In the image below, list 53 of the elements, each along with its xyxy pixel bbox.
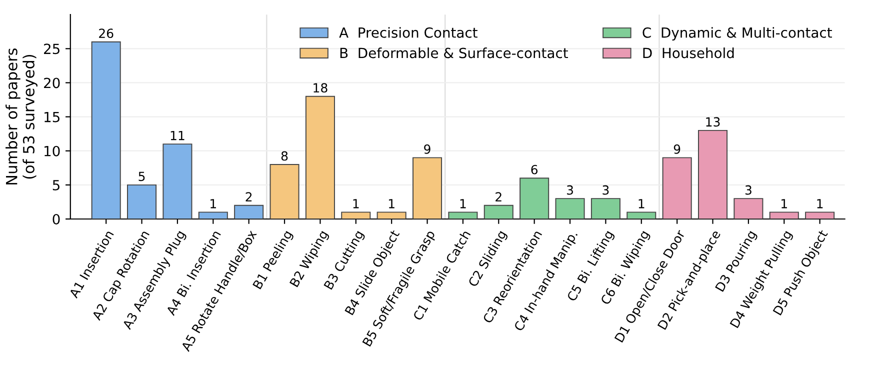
data-label: 5 <box>138 172 145 182</box>
bar <box>734 198 764 219</box>
bar <box>662 157 692 219</box>
bar <box>198 212 228 219</box>
data-label: 1 <box>817 199 823 208</box>
bar <box>520 178 550 219</box>
data-label: 3 <box>745 185 752 195</box>
bar <box>341 212 371 219</box>
y-tick-label: 5 <box>52 180 60 190</box>
data-label: 11 <box>170 130 184 140</box>
bar <box>127 184 157 219</box>
bar <box>412 157 442 219</box>
bar <box>590 198 620 219</box>
legend-label: B Deformable & Surface-contact <box>340 47 568 58</box>
data-label: 9 <box>424 144 430 154</box>
bar <box>698 130 728 219</box>
data-label: 1 <box>782 199 787 208</box>
bar <box>448 212 478 219</box>
y-tick-label: 0 <box>52 214 60 224</box>
data-label: 1 <box>210 199 216 208</box>
data-label: 1 <box>638 199 644 208</box>
bar <box>805 212 835 219</box>
bar <box>555 198 585 219</box>
data-label: 18 <box>314 83 328 93</box>
data-label: 8 <box>281 151 288 161</box>
bar <box>162 144 192 219</box>
data-label: 1 <box>460 199 466 208</box>
data-label: 6 <box>531 164 538 174</box>
bar <box>769 212 799 219</box>
bar <box>234 204 264 219</box>
y-tick-label: 15 <box>44 112 60 122</box>
data-label: 26 <box>99 28 114 38</box>
legend-label: A Precision Contact <box>339 27 478 38</box>
data-label: 9 <box>674 144 680 154</box>
data-label: 3 <box>566 185 573 195</box>
data-label: 1 <box>388 199 394 208</box>
y-tick-label: 20 <box>44 78 60 88</box>
data-label: 3 <box>602 185 609 195</box>
data-label: 2 <box>246 192 252 202</box>
y-axis-title: Number of papers (of 53 surveyed) <box>6 48 38 184</box>
bar <box>484 204 514 219</box>
y-tick-label: 25 <box>44 44 60 54</box>
y-tick-label: 10 <box>44 146 60 156</box>
bar <box>305 96 335 219</box>
bar <box>626 212 656 219</box>
bar <box>91 41 121 219</box>
data-label: 1 <box>353 199 359 208</box>
data-label: 13 <box>706 117 720 127</box>
bar <box>376 212 406 219</box>
legend-label: C Dynamic & Multi-contact <box>642 27 832 41</box>
legend-label: D Household <box>643 47 734 58</box>
data-label: 2 <box>496 192 502 202</box>
bar <box>270 164 300 219</box>
